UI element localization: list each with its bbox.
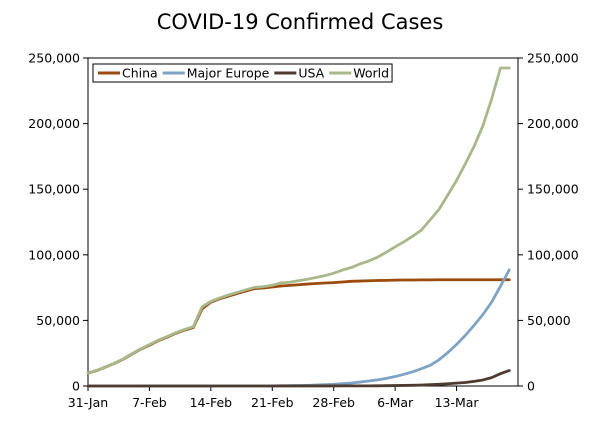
x-tick-label: 21-Feb xyxy=(251,395,294,410)
legend-label-major-europe: Major Europe xyxy=(187,66,270,81)
x-tick-label: 31-Jan xyxy=(68,395,108,410)
y-tick-label-right: 250,000 xyxy=(527,51,579,66)
y-tick-label-right: 100,000 xyxy=(527,247,579,262)
legend-label-usa: USA xyxy=(298,66,324,81)
legend: China Major Europe USA World xyxy=(92,63,393,83)
y-tick-label-left: 150,000 xyxy=(28,182,80,197)
series-lines-layer xyxy=(86,66,511,388)
y-tick-label-left: 50,000 xyxy=(36,313,80,328)
x-tick-label: 14-Feb xyxy=(190,395,233,410)
series-line-usa xyxy=(86,369,511,388)
legend-label-world: World xyxy=(353,66,389,81)
chart-title: COVID-19 Confirmed Cases xyxy=(157,10,444,34)
y-tick-label-left: 250,000 xyxy=(28,51,80,66)
legend-label-china: China xyxy=(122,66,158,81)
plot-area-frame xyxy=(87,57,519,387)
y-tick-label-right: 200,000 xyxy=(527,116,579,131)
x-tick-label: 28-Feb xyxy=(312,395,355,410)
y-tick-label-left: 0 xyxy=(72,379,80,394)
y-tick-label-left: 200,000 xyxy=(28,116,80,131)
y-tick-label-left: 100,000 xyxy=(28,247,80,262)
y-tick-label-right: 50,000 xyxy=(527,313,571,328)
legend-box xyxy=(92,63,393,83)
x-tick-label: 6-Mar xyxy=(377,395,414,410)
series-line-major-europe xyxy=(86,268,511,388)
x-tick-label: 13-Mar xyxy=(435,395,480,410)
axis-ticks-layer: 0 0 50,000 50,000 100,000 100,000 150,000 150,0… xyxy=(28,51,578,411)
y-tick-label-right: 0 xyxy=(527,379,535,394)
x-tick-label: 7-Feb xyxy=(132,395,167,410)
series-line-world xyxy=(86,66,511,375)
y-tick-label-right: 150,000 xyxy=(527,182,579,197)
series-line-china xyxy=(86,278,511,375)
